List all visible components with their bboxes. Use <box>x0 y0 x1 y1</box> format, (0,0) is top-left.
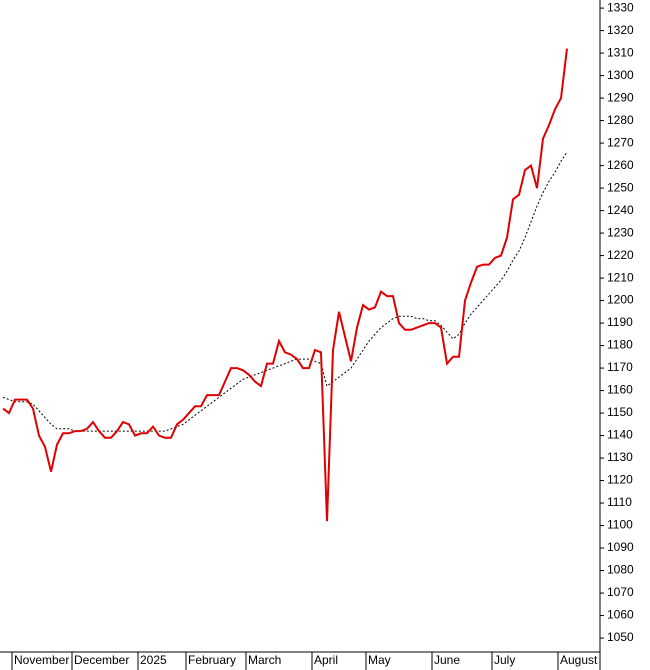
y-tick-label: 1100 <box>607 518 633 532</box>
y-tick-label: 1070 <box>607 585 634 599</box>
y-tick-label: 1310 <box>607 45 634 59</box>
x-tick-label: March <box>248 653 281 667</box>
y-tick-label: 1330 <box>607 0 634 14</box>
y-tick-label: 1080 <box>607 563 634 577</box>
x-tick-label: 2025 <box>140 653 167 667</box>
y-tick-label: 1290 <box>607 90 634 104</box>
y-tick-label: 1090 <box>607 540 634 554</box>
y-tick-label: 1260 <box>607 158 634 172</box>
y-tick-label: 1140 <box>607 428 633 442</box>
x-tick-label: June <box>434 653 460 667</box>
x-tick-label: April <box>314 653 338 667</box>
y-tick-label: 1060 <box>607 608 634 622</box>
x-axis-labels: November December 2025 February March April Ma… <box>11 652 598 670</box>
y-tick-label: 1050 <box>607 630 634 644</box>
x-tick-label: August <box>560 653 598 667</box>
y-tick-label: 1300 <box>607 68 634 82</box>
y-tick-label: 1130 <box>607 450 633 464</box>
x-tick-label: February <box>188 653 236 667</box>
x-tick-label: November <box>14 653 69 667</box>
average-line <box>2 151 568 432</box>
x-tick-label: May <box>368 653 391 667</box>
y-tick-label: 1200 <box>607 293 634 307</box>
y-tick-label: 1270 <box>607 135 634 149</box>
y-tick-label: 1110 <box>607 495 632 509</box>
y-tick-label: 1170 <box>607 360 633 374</box>
y-tick-label: 1250 <box>607 180 634 194</box>
x-tick-label: July <box>494 653 515 667</box>
y-tick-label: 1230 <box>607 225 634 239</box>
x-tick-label: December <box>74 653 129 667</box>
y-tick-label: 1180 <box>607 338 633 352</box>
y-tick-label: 1280 <box>607 113 634 127</box>
y-tick-label: 1240 <box>607 203 634 217</box>
y-tick-label: 1150 <box>607 405 633 419</box>
y-tick-label: 1210 <box>607 270 634 284</box>
y-tick-label: 1120 <box>607 473 633 487</box>
y-tick-label: 1220 <box>607 248 634 262</box>
y-tick-label: 1190 <box>607 315 633 329</box>
y-tick-label: 1160 <box>607 383 633 397</box>
price-line <box>2 48 568 522</box>
y-tick-label: 1320 <box>607 23 634 37</box>
